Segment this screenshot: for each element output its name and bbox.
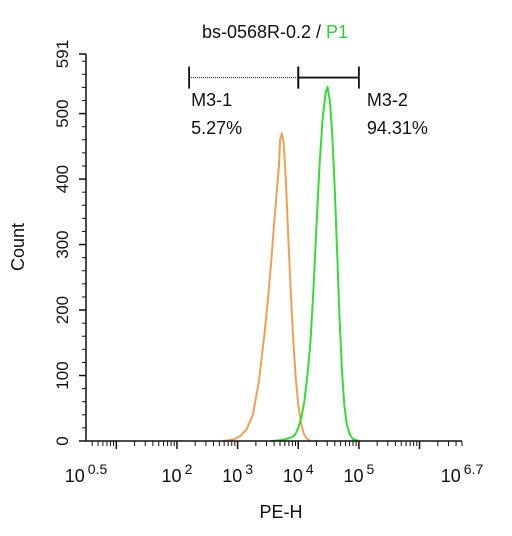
x-axis-ticks: 10 0.5 10 2 10 3 10 4 10 5 10 6.7 (65, 441, 484, 486)
plot-frame (86, 54, 462, 441)
x-tick-label: 10 5 (343, 461, 374, 486)
gate-percent-1: 5.27% (191, 118, 242, 138)
gate-name-1: M3-1 (191, 90, 232, 110)
x-tick-label: 10 3 (222, 461, 253, 486)
x-tick-base: 10 (343, 466, 363, 486)
x-tick-base: 10 (222, 466, 242, 486)
y-tick-label: 400 (53, 165, 72, 193)
x-tick-base: 10 (441, 466, 461, 486)
y-axis-label: Count (8, 223, 28, 271)
x-axis-label: PE-H (259, 502, 302, 522)
chart-title: bs-0568R-0.2 / P1 (202, 22, 348, 42)
chart-title-gate: P1 (326, 22, 348, 42)
chart-title-separator: / (311, 22, 326, 42)
y-tick-label: 300 (53, 230, 72, 258)
x-tick-exponent: 2 (185, 461, 193, 477)
gate-name-2: M3-2 (367, 90, 408, 110)
series-layer (222, 85, 360, 442)
x-tick-label: 10 0.5 (65, 461, 108, 486)
chart-title-main: bs-0568R-0.2 (202, 22, 311, 42)
x-tick-exponent: 4 (306, 461, 314, 477)
histogram-series-2 (270, 85, 360, 442)
y-tick-label: 200 (53, 296, 72, 324)
x-tick-exponent: 5 (367, 461, 375, 477)
x-tick-base: 10 (65, 466, 85, 486)
x-tick-base: 10 (162, 466, 182, 486)
x-tick-label: 10 2 (162, 461, 193, 486)
histogram-series-1 (222, 132, 311, 442)
y-tick-label: 591 (53, 40, 72, 68)
x-tick-exponent: 0.5 (88, 461, 108, 477)
x-tick-base: 10 (283, 466, 303, 486)
x-tick-label: 10 6.7 (441, 461, 484, 486)
y-tick-label: 500 (53, 99, 72, 127)
x-tick-exponent: 3 (245, 461, 253, 477)
gate-percent-2: 94.31% (367, 118, 428, 138)
x-tick-exponent: 6.7 (464, 461, 484, 477)
y-tick-label: 0 (53, 436, 72, 445)
y-axis-ticks: 0 100 200 300 400 500 591 (53, 40, 86, 446)
y-tick-label: 100 (53, 361, 72, 389)
gate-layer: M3-1 5.27% M3-2 94.31% (188, 66, 428, 138)
x-tick-label: 10 4 (283, 461, 314, 486)
